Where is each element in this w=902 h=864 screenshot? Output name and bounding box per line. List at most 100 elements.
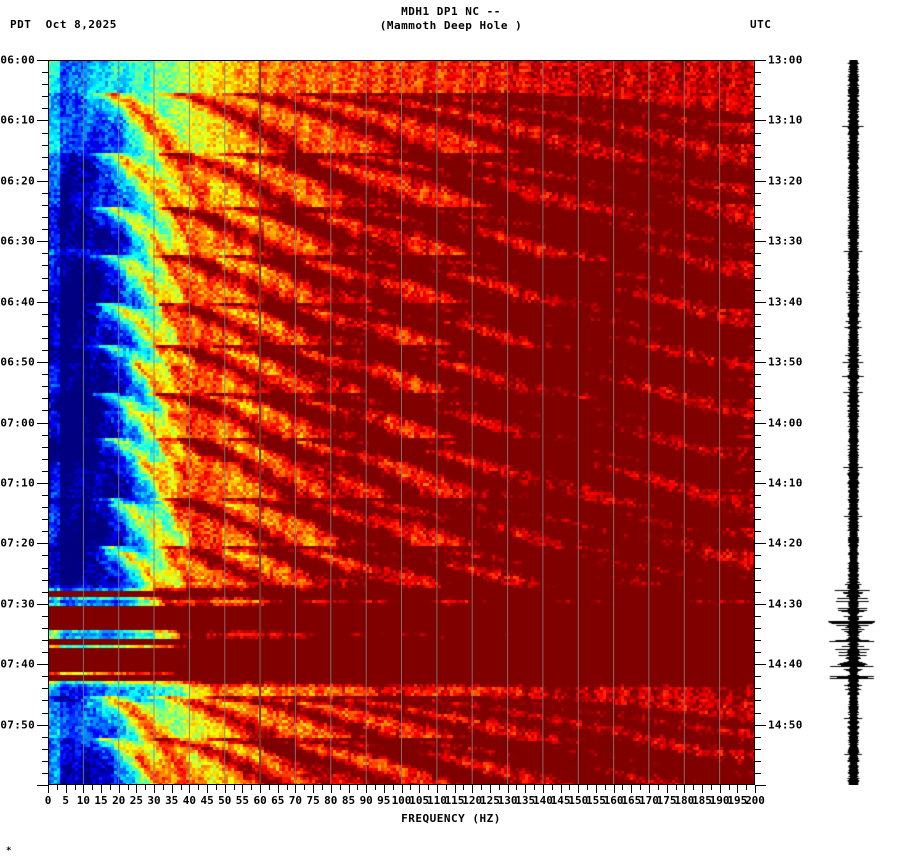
axis-tick	[755, 277, 761, 279]
axis-tick	[74, 785, 76, 790]
axis-tick	[42, 398, 48, 400]
axis-tick	[42, 217, 48, 219]
axis-tick	[42, 458, 48, 460]
axis-tick	[375, 785, 376, 790]
axis-tick	[755, 785, 766, 786]
axis-tick	[37, 664, 48, 666]
axis-tick	[595, 785, 597, 793]
axis-label: 13:00	[768, 53, 803, 67]
axis-tick	[42, 760, 48, 762]
axis-tick	[42, 676, 48, 678]
axis-label: 165	[621, 794, 642, 807]
axis-tick	[37, 724, 48, 726]
axis-tick	[428, 785, 429, 790]
axis-tick	[755, 652, 761, 654]
axis-tick	[383, 785, 385, 793]
axis-label: 06:40	[0, 295, 35, 309]
axis-label: 07:10	[0, 476, 35, 490]
spectrogram-gridlines	[48, 60, 755, 785]
axis-tick	[755, 168, 761, 170]
axis-label: 60	[253, 794, 267, 807]
axis-tick	[755, 603, 766, 605]
axis-tick	[198, 785, 200, 790]
axis-tick	[737, 785, 739, 793]
axis-tick	[755, 627, 761, 629]
axis-tick	[587, 785, 589, 790]
axis-tick	[436, 785, 438, 793]
axis-tick	[755, 265, 761, 267]
axis-tick	[755, 772, 761, 774]
axis-label: 13:40	[768, 295, 803, 309]
axis-tick	[525, 785, 527, 793]
axis-tick	[410, 785, 412, 790]
axis-tick	[348, 785, 350, 793]
axis-label: 07:00	[0, 416, 35, 429]
axis-tick	[755, 253, 761, 255]
axis-tick	[42, 253, 48, 255]
axis-tick	[268, 785, 270, 790]
axis-tick	[42, 712, 48, 714]
axis-label: 170	[638, 794, 659, 807]
axis-label: 155	[585, 794, 606, 807]
axis-tick	[366, 785, 368, 793]
axis-tick	[755, 192, 761, 194]
axis-tick	[171, 785, 173, 793]
axis-tick	[37, 785, 48, 786]
axis-label: 14:50	[768, 718, 803, 732]
axis-tick	[755, 84, 761, 86]
axis-label: 70	[288, 794, 303, 807]
axis-tick	[755, 60, 766, 61]
axis-tick	[481, 785, 482, 790]
axis-tick	[401, 785, 403, 793]
axis-tick	[489, 785, 491, 793]
axis-tick	[472, 785, 474, 793]
axis-tick	[666, 785, 668, 793]
axis-tick	[516, 785, 518, 790]
spectrogram-plot[interactable]	[48, 60, 755, 785]
axis-tick	[684, 785, 686, 793]
axis-tick	[277, 785, 279, 793]
axis-label: 14:40	[768, 657, 803, 671]
axis-tick	[693, 785, 695, 790]
axis-tick	[551, 785, 553, 790]
axis-tick	[463, 785, 465, 790]
axis-label: 80	[324, 794, 338, 807]
axis-tick	[42, 519, 48, 521]
axis-tick	[755, 748, 761, 750]
seismogram-trace-panel	[820, 60, 902, 785]
axis-tick	[37, 241, 48, 243]
axis-label: 145	[550, 794, 571, 807]
axis-label: 13:10	[768, 113, 803, 127]
axis-tick	[42, 374, 48, 376]
header-utc-label: UTC	[750, 18, 772, 31]
axis-tick	[42, 507, 48, 509]
axis-tick	[37, 603, 48, 605]
time-axis-pdt: 06:00 06:10 06:20 06:30 06:40 06:50 07:00 07:10…	[0, 54, 48, 786]
axis-label: 06:20	[0, 174, 35, 188]
axis-label: 180	[674, 794, 695, 807]
axis-tick	[755, 398, 761, 400]
axis-tick	[313, 785, 315, 793]
axis-tick	[755, 531, 761, 533]
axis-tick	[42, 108, 48, 110]
axis-label: 13:50	[768, 355, 803, 369]
axis-tick	[42, 96, 48, 98]
axis-tick	[755, 350, 761, 351]
axis-tick	[42, 205, 48, 206]
axis-tick	[42, 772, 48, 774]
axis-tick	[755, 410, 761, 412]
axis-label: 40	[182, 794, 197, 807]
axis-tick	[755, 96, 761, 98]
axis-tick	[755, 72, 761, 74]
axis-tick	[145, 785, 147, 790]
axis-tick	[42, 265, 48, 267]
axis-tick	[445, 785, 447, 790]
axis-tick	[154, 785, 155, 793]
axis-tick	[755, 579, 761, 581]
axis-tick	[56, 785, 58, 790]
axis-tick	[755, 664, 766, 666]
axis-tick	[631, 785, 633, 793]
axis-tick	[42, 736, 48, 738]
axis-tick	[755, 422, 766, 424]
axis-label: 160	[603, 794, 624, 807]
